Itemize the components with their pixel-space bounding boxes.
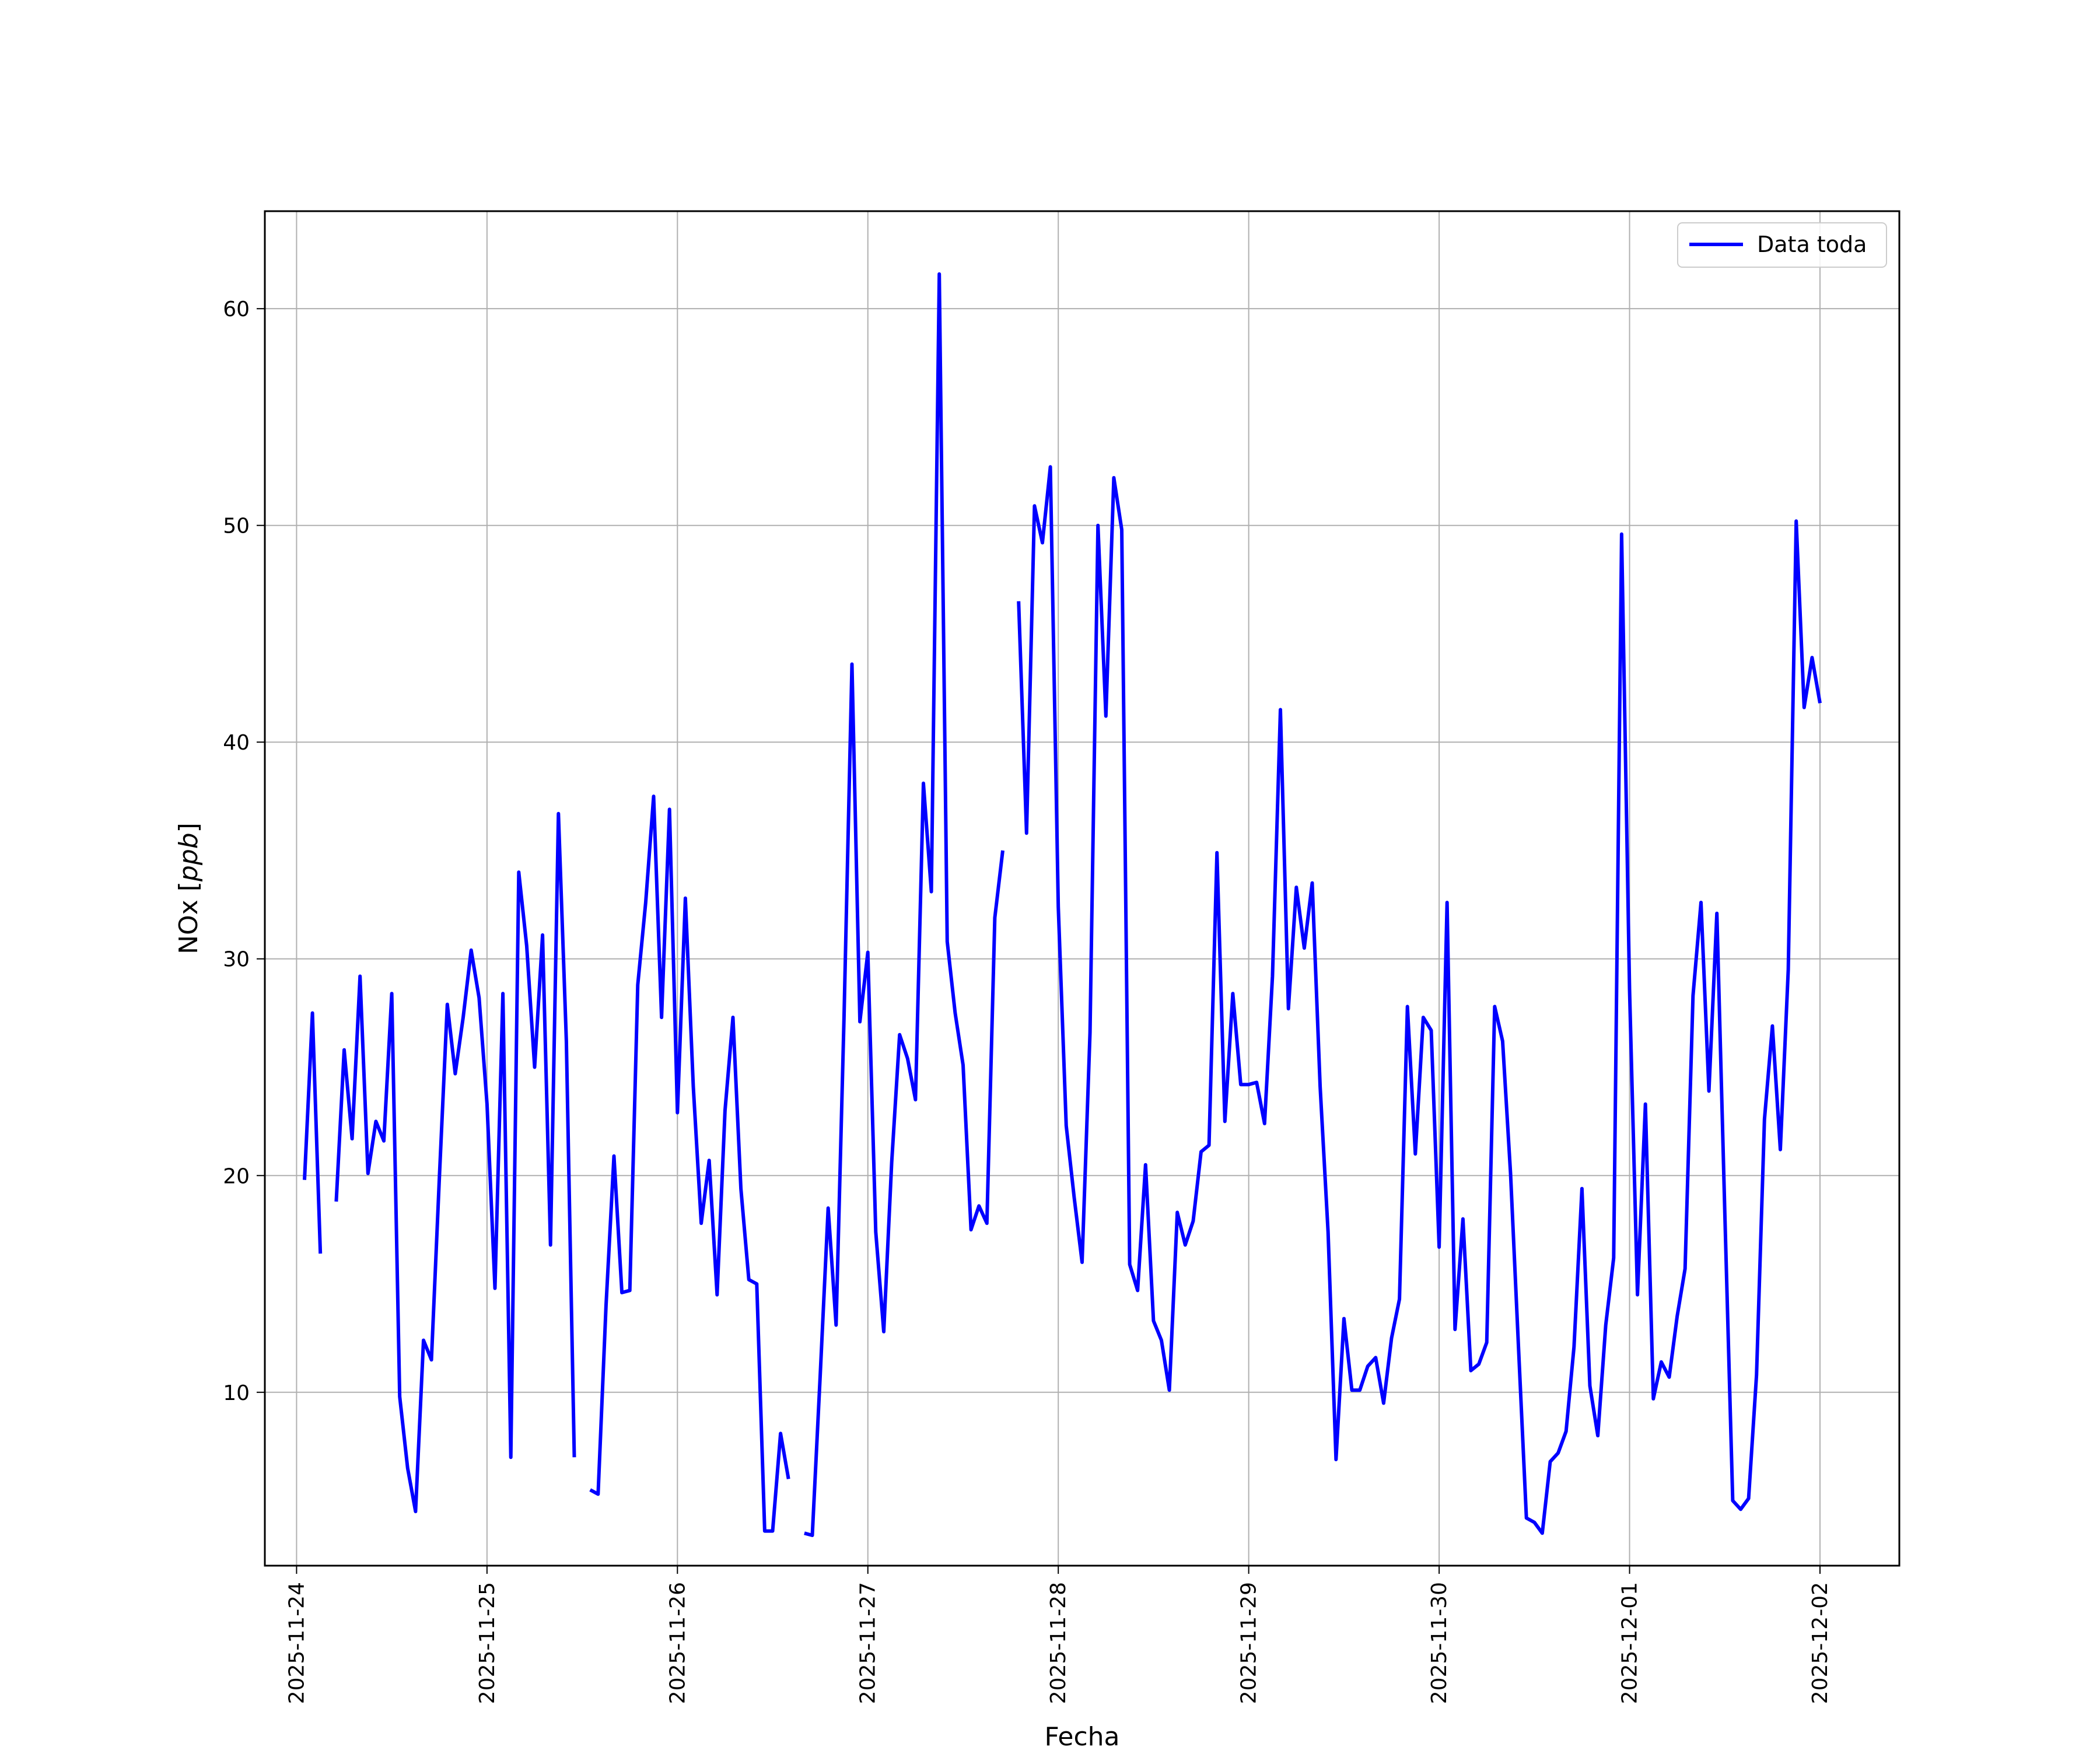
ticks: 2025-11-24 2025-11-25 2025-11-26 2025-11-27… bbox=[223, 298, 1832, 1704]
y-tick-label: 20 bbox=[223, 1164, 250, 1188]
y-tick-label: 10 bbox=[223, 1381, 250, 1405]
x-axis-label: Fecha bbox=[1044, 1722, 1119, 1750]
series-line bbox=[804, 272, 1005, 1537]
x-tick-label: 2025-11-30 bbox=[1427, 1582, 1451, 1704]
series-line bbox=[303, 1011, 323, 1254]
x-tick-label: 2025-11-25 bbox=[475, 1582, 499, 1704]
y-tick-label: 40 bbox=[223, 731, 250, 755]
grid bbox=[265, 211, 1899, 1566]
plot-frame bbox=[264, 210, 1901, 1567]
x-tick-label: 2025-11-28 bbox=[1046, 1582, 1070, 1704]
series-line bbox=[589, 794, 790, 1533]
series-layer bbox=[303, 272, 1822, 1537]
y-tick-label: 50 bbox=[223, 514, 250, 538]
legend: Data toda bbox=[1677, 222, 1887, 268]
y-axis-label-close: ] bbox=[174, 822, 204, 832]
x-tick-label: 2025-11-26 bbox=[666, 1582, 690, 1704]
y-axis-label: NOx [ppb] bbox=[174, 822, 204, 954]
y-axis-label-main: NOx [ bbox=[174, 881, 204, 954]
legend-box bbox=[1677, 222, 1887, 268]
y-tick-label: 30 bbox=[223, 948, 250, 972]
x-tick-label: 2025-12-01 bbox=[1618, 1582, 1642, 1704]
y-axis-label-unit: ppb bbox=[174, 832, 204, 882]
x-tick-label: 2025-11-24 bbox=[285, 1582, 309, 1704]
x-tick-label: 2025-11-27 bbox=[856, 1582, 880, 1704]
series-line bbox=[1017, 465, 1822, 1535]
legend-label: Data toda bbox=[1757, 232, 1867, 257]
x-tick-label: 2025-12-02 bbox=[1808, 1582, 1832, 1704]
series-line bbox=[334, 811, 576, 1514]
x-tick-label: 2025-11-29 bbox=[1237, 1582, 1261, 1704]
y-tick-label: 60 bbox=[223, 298, 250, 321]
